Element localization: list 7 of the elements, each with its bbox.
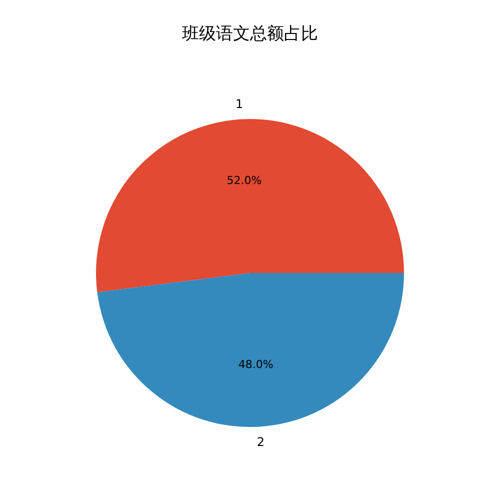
pie-slice <box>96 119 404 292</box>
data-label: 48.0% <box>238 358 274 372</box>
data-label: 52.0% <box>226 174 262 187</box>
pie-slice <box>97 273 404 427</box>
slice-label: 2 <box>256 435 264 450</box>
slice-label: 1 <box>236 96 244 111</box>
chart-title: 班级语文总额占比 <box>182 24 318 44</box>
